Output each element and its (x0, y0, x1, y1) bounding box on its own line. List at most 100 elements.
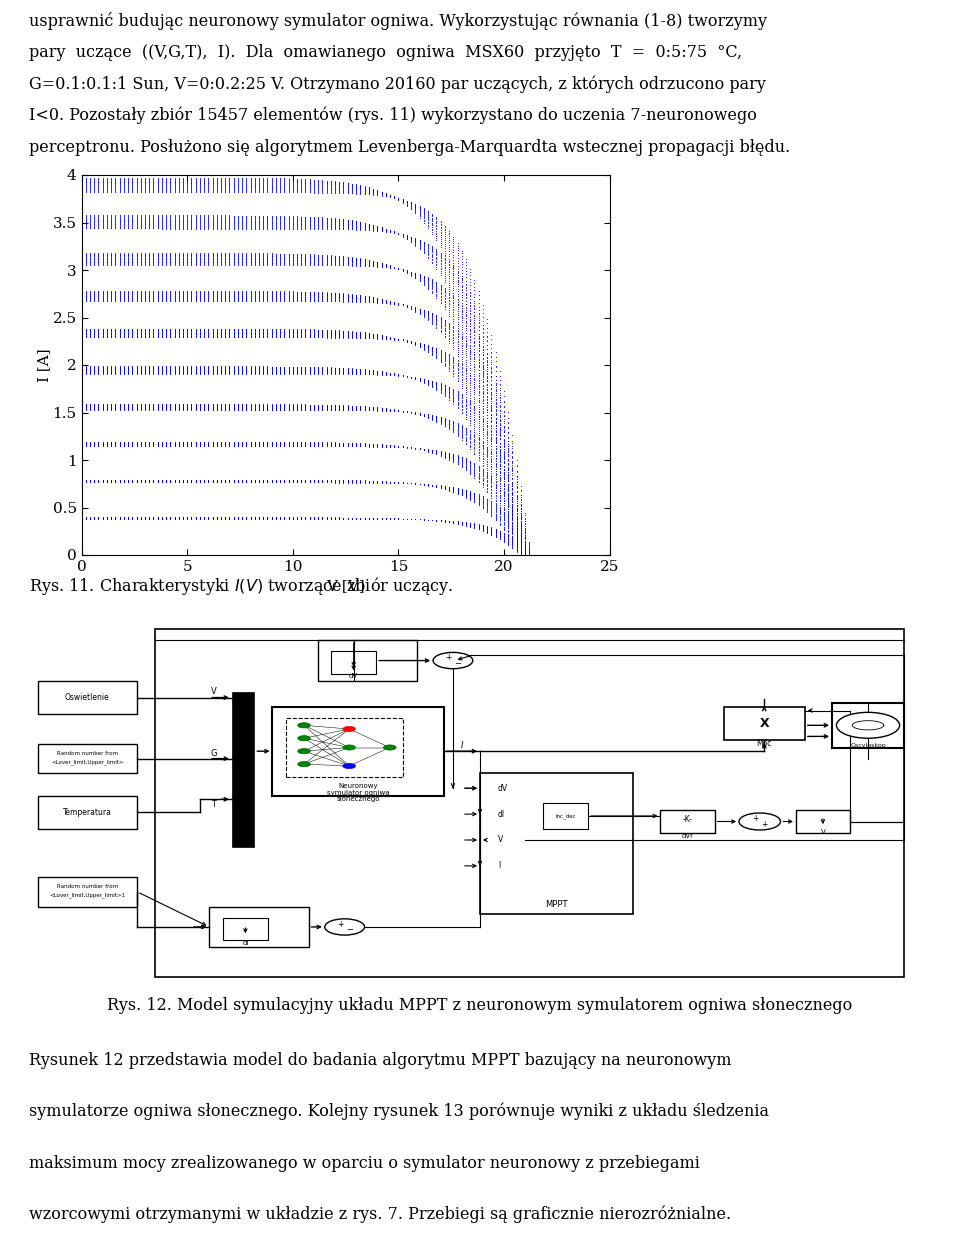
Point (412, 510, 427, 530)
Point (479, 408, 494, 428)
Point (247, 178, 262, 198)
Point (137, 169, 153, 189)
Point (234, 174, 250, 194)
Point (146, 287, 161, 307)
Point (310, 399, 325, 419)
Point (302, 180, 318, 200)
Point (95, 363, 110, 383)
Point (234, 213, 250, 233)
Point (324, 245, 339, 265)
Point (433, 309, 448, 329)
Point (324, 182, 339, 202)
Point (467, 332, 482, 352)
Point (162, 183, 178, 203)
Point (437, 326, 452, 346)
Point (437, 444, 452, 464)
Point (492, 503, 508, 523)
Point (424, 338, 440, 358)
Point (289, 289, 304, 309)
Point (112, 507, 128, 527)
Point (352, 508, 368, 528)
Point (336, 363, 351, 383)
Point (366, 215, 381, 235)
Point (120, 285, 135, 305)
Point (454, 456, 469, 476)
Point (357, 471, 372, 491)
Point (247, 397, 262, 417)
Point (442, 304, 457, 324)
Point (424, 406, 440, 426)
Point (450, 259, 466, 279)
Point (133, 318, 149, 338)
Point (479, 495, 494, 515)
Point (378, 257, 394, 277)
Point (226, 254, 241, 274)
Point (420, 442, 436, 462)
Point (285, 362, 300, 382)
Point (230, 432, 246, 452)
Point (302, 394, 318, 414)
Point (403, 402, 419, 422)
Point (234, 289, 250, 309)
Point (213, 507, 228, 527)
Point (412, 473, 427, 493)
Point (204, 357, 220, 377)
Point (310, 432, 325, 452)
Point (116, 175, 132, 195)
Point (255, 394, 271, 414)
Point (319, 248, 334, 268)
Point (378, 328, 394, 348)
Point (331, 398, 347, 418)
Point (412, 473, 427, 493)
Point (331, 323, 347, 343)
Point (273, 290, 288, 310)
Point (273, 249, 288, 269)
Point (95, 247, 110, 267)
Point (268, 244, 283, 264)
Point (289, 432, 304, 452)
Point (276, 433, 292, 453)
Point (331, 508, 347, 528)
Point (521, 542, 537, 562)
Point (146, 219, 161, 239)
Point (192, 324, 207, 344)
Point (454, 428, 469, 448)
Point (382, 292, 397, 312)
Point (197, 254, 212, 274)
Point (197, 394, 212, 414)
Point (137, 471, 153, 491)
Point (324, 508, 339, 528)
Point (294, 396, 309, 416)
Point (104, 358, 119, 378)
Point (260, 283, 276, 303)
Point (345, 508, 360, 528)
Point (348, 398, 364, 418)
Point (86, 359, 102, 379)
Point (129, 396, 144, 416)
Point (395, 260, 410, 280)
Point (445, 307, 461, 327)
Point (276, 245, 292, 265)
Point (471, 317, 487, 337)
Point (247, 327, 262, 347)
Point (137, 472, 153, 492)
Point (442, 328, 457, 348)
Point (209, 432, 225, 452)
Point (306, 397, 322, 417)
Point (264, 178, 279, 198)
Point (420, 406, 436, 426)
Point (467, 466, 482, 486)
Text: Temperatura: Temperatura (63, 808, 112, 816)
Point (133, 362, 149, 382)
Point (433, 373, 448, 393)
Point (74, 361, 89, 381)
Point (125, 433, 140, 453)
Point (331, 254, 347, 274)
Point (391, 259, 406, 279)
Point (475, 387, 491, 407)
Point (104, 359, 119, 379)
Point (86, 180, 102, 200)
Point (281, 326, 297, 346)
Point (488, 362, 503, 382)
Point (298, 217, 313, 237)
